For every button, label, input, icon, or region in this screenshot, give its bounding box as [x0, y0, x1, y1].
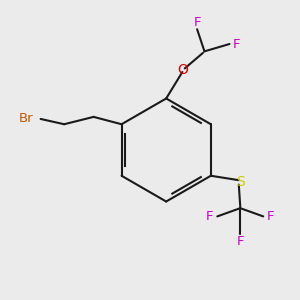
- Text: S: S: [236, 175, 244, 189]
- Text: F: F: [233, 38, 241, 50]
- Text: F: F: [267, 210, 274, 223]
- Text: F: F: [206, 210, 214, 223]
- Text: F: F: [194, 16, 201, 29]
- Text: O: O: [177, 64, 188, 77]
- Text: Br: Br: [19, 112, 34, 124]
- Text: F: F: [236, 235, 244, 248]
